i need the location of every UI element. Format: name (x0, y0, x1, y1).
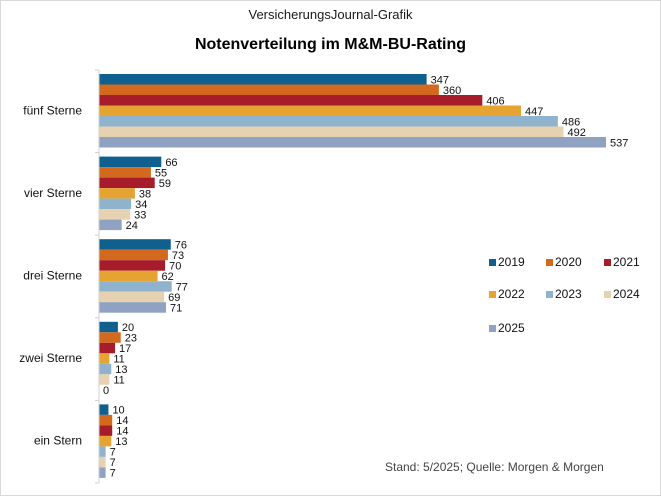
data-label: 447 (525, 106, 543, 118)
legend-label-2021: 2021 (613, 255, 640, 269)
data-label: 406 (486, 95, 504, 107)
bar-2020-5 (99, 414, 113, 426)
legend-label-2025: 2025 (498, 321, 525, 335)
bar-2021-2 (99, 177, 155, 189)
bar-2019-5 (99, 404, 109, 415)
data-label: 20 (122, 322, 134, 334)
bar-2024-4 (99, 374, 110, 385)
bar-2019-3 (99, 239, 171, 250)
legend-swatch-2023 (546, 291, 553, 298)
chart-title: Notenverteilung im M&M-BU-Rating (194, 36, 467, 53)
data-label: 360 (443, 85, 461, 97)
bar-2022-4 (99, 353, 110, 364)
category-label: fünf Sterne (23, 103, 82, 117)
bar-2020-3 (99, 249, 168, 261)
data-label: 7 (110, 468, 116, 480)
data-label: 14 (116, 426, 128, 438)
bar-2022-1 (99, 105, 522, 116)
data-label: 17 (119, 343, 131, 355)
data-label: 76 (175, 239, 187, 251)
bar-2025-3 (99, 302, 167, 313)
data-label: 13 (115, 364, 127, 376)
data-label: 486 (562, 116, 580, 128)
bar-2021-3 (99, 260, 166, 271)
bar-2025-5 (99, 467, 106, 478)
legend-label-2024: 2024 (613, 287, 640, 301)
bar-2023-1 (99, 116, 558, 127)
legend-swatch-2022 (489, 291, 496, 298)
data-label: 14 (116, 415, 128, 427)
category-label: drei Sterne (23, 269, 82, 283)
data-label: 77 (176, 281, 188, 293)
bar-2020-1 (99, 84, 439, 95)
bar-2023-5 (99, 446, 106, 457)
bar-2024-1 (99, 126, 564, 137)
data-label: 71 (170, 302, 182, 314)
legend-label-2019: 2019 (498, 255, 525, 269)
legend-label-2023: 2023 (555, 287, 582, 301)
bar-2025-2 (99, 219, 122, 231)
source-title: VersicherungsJournal-Grafik (248, 7, 413, 22)
bar-2019-2 (99, 156, 162, 168)
category-label: ein Stern (34, 434, 82, 448)
data-label: 34 (135, 199, 147, 211)
bar-2023-2 (99, 198, 132, 210)
data-label: 13 (115, 436, 127, 448)
bar-2022-3 (99, 270, 158, 282)
footnote: Stand: 5/2025; Quelle: Morgen & Morgen (385, 460, 604, 474)
bar-2020-4 (99, 332, 121, 343)
category-label: vier Sterne (24, 186, 82, 200)
bar-2023-3 (99, 281, 172, 292)
data-label: 7 (110, 447, 116, 459)
legend-label-2022: 2022 (498, 287, 525, 301)
data-label: 62 (162, 271, 174, 283)
data-label: 38 (139, 188, 151, 200)
data-label: 7 (110, 457, 116, 469)
data-label: 537 (610, 137, 628, 149)
bar-2023-4 (99, 363, 112, 375)
legend-swatch-2019 (489, 259, 496, 266)
bar-2021-4 (99, 342, 116, 354)
bar-2021-1 (99, 95, 483, 106)
data-label: 24 (126, 220, 138, 232)
data-label: 59 (159, 178, 171, 190)
data-label: 55 (155, 167, 167, 179)
data-label: 73 (172, 250, 184, 262)
data-label: 23 (125, 333, 137, 345)
category-label: zwei Sterne (19, 351, 82, 365)
bar-2020-2 (99, 167, 151, 178)
bar-2025-1 (99, 137, 606, 148)
data-label: 11 (113, 354, 124, 366)
data-label: 0 (103, 385, 109, 397)
bar-2022-2 (99, 188, 135, 199)
data-label: 33 (134, 209, 146, 221)
legend-swatch-2020 (546, 259, 553, 266)
data-label: 66 (165, 157, 177, 169)
data-label: 10 (112, 405, 124, 417)
bar-2022-5 (99, 435, 112, 447)
bar-2019-4 (99, 321, 118, 333)
data-label: 70 (169, 260, 181, 272)
data-label: 11 (113, 375, 124, 387)
bar-2024-5 (99, 456, 106, 468)
bar-2019-1 (99, 74, 427, 85)
legend-swatch-2024 (604, 291, 611, 298)
data-label: 492 (568, 127, 586, 139)
data-label: 69 (168, 292, 180, 304)
bar-2024-3 (99, 291, 165, 303)
bar-2024-2 (99, 209, 131, 220)
bar-2021-5 (99, 425, 113, 436)
legend-swatch-2025 (489, 325, 496, 332)
data-label: 347 (431, 74, 449, 86)
legend-label-2020: 2020 (555, 255, 582, 269)
legend-swatch-2021 (604, 259, 611, 266)
